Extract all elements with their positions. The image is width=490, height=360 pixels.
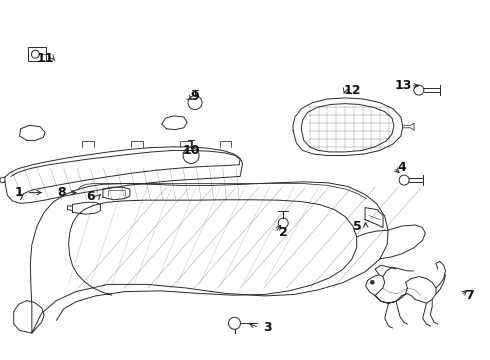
Circle shape — [370, 280, 374, 284]
Text: 9: 9 — [191, 90, 199, 103]
Text: 2: 2 — [279, 226, 288, 239]
Text: 7: 7 — [465, 289, 474, 302]
Text: 11: 11 — [36, 52, 54, 65]
Text: 4: 4 — [397, 161, 406, 174]
Text: 1: 1 — [14, 186, 23, 199]
Bar — [28, 47, 47, 61]
Text: 6: 6 — [86, 190, 95, 203]
Text: 13: 13 — [394, 79, 412, 92]
Text: 3: 3 — [263, 321, 271, 334]
Text: 8: 8 — [57, 186, 66, 199]
Text: 10: 10 — [182, 144, 200, 157]
Text: 5: 5 — [353, 220, 362, 233]
Text: 12: 12 — [344, 84, 362, 97]
